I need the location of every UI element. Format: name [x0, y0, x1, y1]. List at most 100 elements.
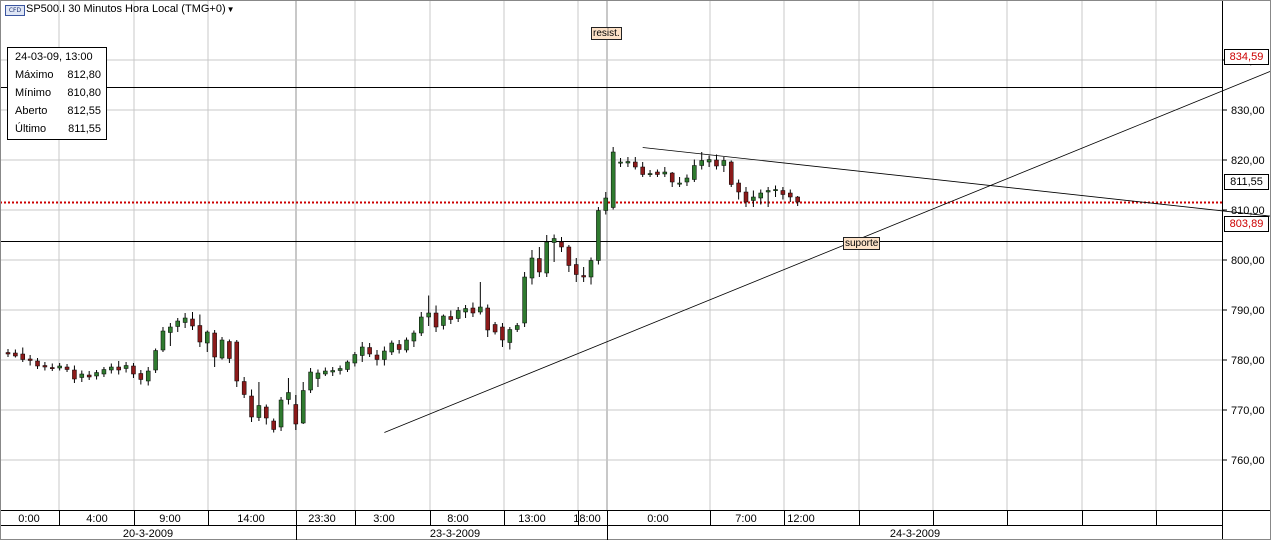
down-candle-body — [42, 365, 48, 368]
up-candle-body — [441, 315, 446, 326]
up-candle-body — [721, 160, 727, 166]
candle — [323, 367, 328, 376]
up-candle-body — [315, 372, 321, 379]
down-candle-body — [212, 332, 217, 358]
candle — [500, 323, 505, 347]
candle — [692, 159, 697, 182]
down-candle-body — [20, 353, 26, 360]
instrument-title[interactable]: SP500.I 30 Minutos Hora Local (TMG+0)▼ — [26, 3, 235, 15]
candle — [655, 169, 660, 177]
candle — [507, 327, 513, 350]
candle — [234, 340, 240, 387]
time-label: 18:00 — [573, 513, 601, 525]
candle — [337, 365, 343, 375]
candle — [426, 295, 431, 326]
time-label: 23:30 — [308, 513, 336, 525]
up-candle-body — [160, 330, 166, 351]
up-candle-body — [507, 329, 513, 343]
candle — [249, 389, 254, 422]
down-candle-body — [64, 366, 70, 370]
down-candle-body — [271, 420, 276, 430]
up-candle-body — [389, 342, 395, 353]
candle — [544, 235, 549, 277]
up-candle-body — [278, 399, 284, 428]
down-candle-body — [485, 307, 490, 331]
candle — [123, 362, 129, 373]
down-candle-body — [374, 354, 380, 360]
resistance-annotation[interactable]: resist. — [591, 27, 622, 40]
candle — [728, 160, 734, 187]
data-window-value: 812,80 — [67, 69, 101, 81]
down-candle-body — [640, 166, 645, 175]
support-price-tag: 803,89 — [1224, 216, 1269, 232]
up-candle-body — [773, 189, 778, 191]
candle — [758, 189, 764, 205]
candle — [492, 322, 498, 335]
down-candle-body — [559, 241, 564, 248]
candle — [706, 155, 712, 167]
candle — [537, 247, 542, 277]
candle — [271, 418, 276, 433]
candle — [699, 152, 704, 170]
down-candle-body — [566, 246, 572, 266]
up-candle-body — [684, 177, 690, 183]
up-candle-body — [647, 173, 653, 175]
date-label: 24-3-2009 — [890, 528, 940, 540]
up-candle-body — [618, 161, 623, 164]
up-candle-body — [699, 160, 704, 166]
time-label: 7:00 — [735, 513, 756, 525]
candle — [13, 349, 18, 358]
candle — [714, 154, 719, 170]
down-candle-body — [197, 325, 203, 343]
candle — [138, 370, 144, 385]
candle — [79, 370, 85, 382]
up-candle-body — [286, 392, 291, 400]
candle — [574, 258, 579, 282]
time-label: 4:00 — [86, 513, 107, 525]
up-candle-body — [79, 373, 85, 378]
candle — [219, 337, 225, 360]
candle — [101, 367, 107, 377]
down-candle-body — [728, 161, 734, 185]
down-candle-body — [86, 374, 92, 378]
candle — [448, 310, 454, 324]
down-candle-body — [131, 365, 136, 375]
y-axis: 760,00 770,00 780,00 790,00 800,00 810,00 820,… — [1222, 55, 1265, 467]
up-candle-body — [677, 182, 682, 185]
candles — [5, 147, 800, 433]
candle — [286, 378, 291, 405]
candle — [264, 404, 269, 425]
chevron-down-icon[interactable]: ▼ — [226, 5, 235, 14]
candle — [293, 395, 299, 430]
resistance-trendline[interactable] — [642, 147, 1271, 219]
support-annotation[interactable]: suporte — [843, 237, 881, 250]
up-candle-body — [101, 369, 107, 375]
candle — [212, 330, 217, 367]
instrument-title-text[interactable]: SP500.I 30 Minutos Hora Local (TMG+0) — [26, 3, 226, 15]
candle — [227, 339, 232, 363]
candle — [470, 302, 476, 317]
up-candle-body — [123, 365, 129, 369]
down-candle-body — [743, 191, 749, 203]
candle — [352, 352, 358, 367]
down-candle-body — [492, 324, 498, 333]
candle — [42, 362, 48, 371]
up-candle-body — [330, 370, 335, 373]
trendlines[interactable] — [384, 63, 1271, 433]
data-window-label: Máximo — [15, 69, 54, 81]
data-window-label: Aberto — [15, 105, 48, 117]
candle — [278, 397, 284, 431]
date-label: 23-3-2009 — [430, 528, 480, 540]
up-candle-body — [419, 316, 424, 334]
up-candle-body — [603, 197, 609, 211]
data-window-value: 810,80 — [67, 87, 101, 99]
up-candle-body — [219, 339, 225, 359]
down-candle-body — [788, 192, 793, 198]
up-candle-body — [205, 331, 210, 344]
candle — [625, 157, 631, 167]
candle — [485, 304, 490, 337]
horizontal-levels — [0, 87, 1222, 242]
candle — [529, 250, 535, 285]
support-trendline[interactable] — [384, 63, 1271, 433]
